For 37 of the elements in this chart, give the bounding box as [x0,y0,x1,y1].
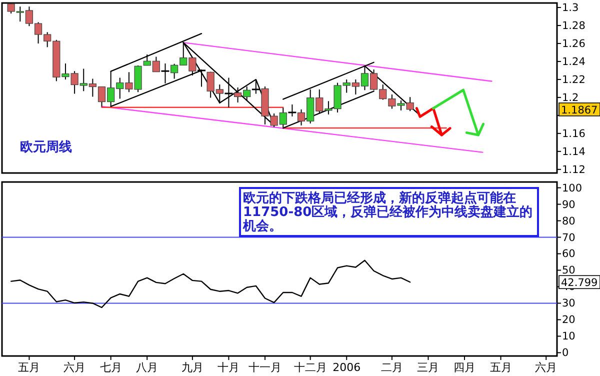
y-tick-label: 90 [562,198,576,211]
y-tick-label: 1.24 [562,56,586,68]
x-tick-label: 五月 [18,361,40,374]
y-tick-label: 1.26 [562,38,586,50]
y-tick-label: 1.3 [562,2,579,14]
y-tick-label: 20 [562,314,576,326]
y-tick-label: 80 [562,215,576,228]
y-tick-label: 100 [562,182,582,194]
y-tick-label: 30 [562,298,576,310]
x-tick-label: 二月 [380,361,403,374]
y-tick-label: 1.16 [562,128,586,140]
x-tick-label: 九月 [181,361,204,374]
y-tick-label: 70 [562,232,576,244]
y-tick-label: 1.14 [562,146,586,158]
x-tick-label: 三月 [417,361,440,374]
x-tick-label: 五月 [490,361,512,374]
x-tick-label: 七月 [100,361,122,374]
x-tick-label: 六月 [64,361,86,374]
annotation: 1.1867 [561,104,598,116]
y-tick-label: 50 [562,264,576,277]
x-tick-label: 六月 [535,361,558,374]
y-tick-label: 1.28 [562,20,586,32]
x-tick-label: 十月 [218,361,240,374]
y-tick-label: 10 [562,330,576,343]
x-tick-label: 四月 [454,361,476,374]
y-tick-label: 1.22 [562,74,586,86]
annotation: 欧元的下跌格局已经形成，新的反弹起点可能在11750-80区域，反弹已经被作为中线卖盘建立的机会。 [242,190,533,234]
x-tick-label: 十一月 [248,361,282,374]
x-tick-label: 十二月 [294,361,327,374]
y-tick-label: 0 [562,347,569,360]
annotation: 欧元周线 [20,140,72,155]
y-tick-label: 1.12 [562,164,586,176]
annotation: 42.799 [561,277,598,290]
x-tick-label: 八月 [136,361,158,374]
y-tick-label: 60 [562,248,576,260]
x-tick-label: 2006 [332,361,361,374]
y-tick-label: 1.2 [562,92,579,104]
